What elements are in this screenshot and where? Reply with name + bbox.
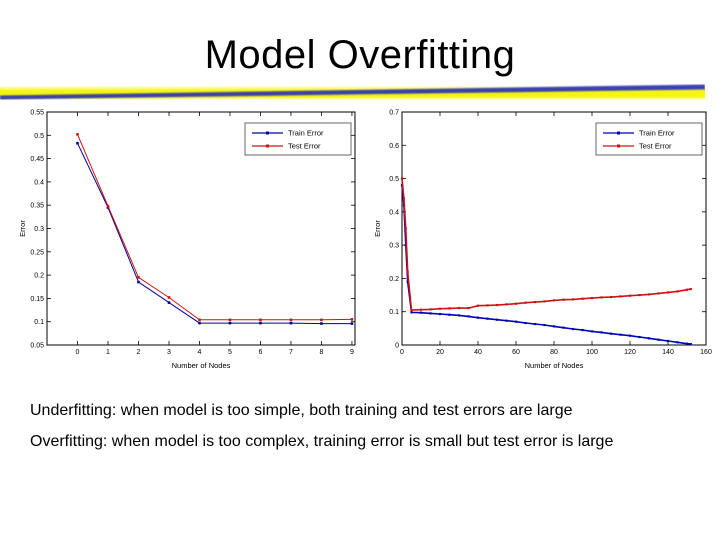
svg-text:0.05: 0.05 bbox=[30, 343, 44, 350]
svg-text:0.5: 0.5 bbox=[34, 133, 44, 140]
svg-text:60: 60 bbox=[512, 349, 520, 356]
svg-text:3: 3 bbox=[167, 349, 171, 356]
chart-underfitting-region: 0 1 2 3 4 5 6 7 8 9 0.05 0.1 0.15 0.2 0.25 0.3 0.35 0.4 0.… bbox=[17, 103, 364, 380]
svg-text:0.1: 0.1 bbox=[34, 319, 44, 326]
svg-text:Test Error: Test Error bbox=[288, 142, 321, 151]
svg-text:5: 5 bbox=[228, 349, 232, 356]
svg-text:Number of Nodes: Number of Nodes bbox=[172, 361, 231, 370]
svg-text:0.45: 0.45 bbox=[30, 156, 44, 163]
svg-text:0.2: 0.2 bbox=[34, 273, 44, 280]
svg-text:0.3: 0.3 bbox=[34, 226, 44, 233]
svg-text:Train Error: Train Error bbox=[639, 129, 675, 138]
svg-text:Number of Nodes: Number of Nodes bbox=[525, 361, 584, 370]
svg-text:0: 0 bbox=[395, 343, 399, 350]
svg-text:0: 0 bbox=[76, 349, 80, 356]
svg-text:6: 6 bbox=[259, 349, 263, 356]
svg-text:80: 80 bbox=[550, 349, 558, 356]
gradient-divider-bar bbox=[0, 84, 705, 100]
svg-text:100: 100 bbox=[586, 349, 598, 356]
svg-text:0.1: 0.1 bbox=[389, 309, 399, 316]
svg-text:0.15: 0.15 bbox=[30, 296, 44, 303]
svg-text:0.5: 0.5 bbox=[389, 176, 399, 183]
underfitting-definition-text: Underfitting: when model is too simple, … bbox=[30, 402, 573, 419]
chart-overfitting-region: 0 20 40 60 80 100 120 140 160 0 0.1 0.2 0.3 0.4 0.5 0.6… bbox=[372, 103, 719, 380]
svg-text:0.6: 0.6 bbox=[389, 143, 399, 150]
svg-text:7: 7 bbox=[289, 349, 293, 356]
svg-text:0: 0 bbox=[400, 349, 404, 356]
svg-text:Test Error: Test Error bbox=[639, 142, 672, 151]
svg-text:40: 40 bbox=[474, 349, 482, 356]
svg-text:0.25: 0.25 bbox=[30, 249, 44, 256]
page-title: Model Overfitting bbox=[204, 33, 516, 77]
overfitting-definition-text: Overfitting: when model is too complex, … bbox=[30, 433, 614, 450]
svg-text:120: 120 bbox=[624, 349, 636, 356]
svg-text:4: 4 bbox=[198, 349, 202, 356]
svg-text:0.3: 0.3 bbox=[389, 243, 399, 250]
svg-text:0.2: 0.2 bbox=[389, 276, 399, 283]
svg-text:Error: Error bbox=[18, 220, 27, 237]
svg-text:Train Error: Train Error bbox=[288, 129, 324, 138]
svg-text:20: 20 bbox=[436, 349, 444, 356]
svg-text:0.55: 0.55 bbox=[30, 110, 44, 117]
svg-text:0.4: 0.4 bbox=[389, 209, 399, 216]
train-test-error-chart-many-nodes: 0 20 40 60 80 100 120 140 160 0 0.1 0.2 0.3 0.4 0.5 0.6… bbox=[373, 110, 712, 371]
train-test-error-chart-few-nodes: 0 1 2 3 4 5 6 7 8 9 0.05 0.1 0.15 0.2 0.25 0.3 0.35 0.4 0.… bbox=[18, 110, 356, 370]
svg-text:0.7: 0.7 bbox=[389, 110, 399, 117]
svg-text:2: 2 bbox=[137, 349, 141, 356]
svg-text:1: 1 bbox=[106, 349, 110, 356]
svg-text:8: 8 bbox=[320, 349, 324, 356]
svg-text:9: 9 bbox=[350, 349, 354, 356]
svg-text:0.4: 0.4 bbox=[34, 179, 44, 186]
svg-text:160: 160 bbox=[700, 349, 712, 356]
divider-blue-streak bbox=[0, 84, 705, 100]
svg-text:140: 140 bbox=[662, 349, 674, 356]
svg-text:0.35: 0.35 bbox=[30, 203, 44, 210]
svg-text:Error: Error bbox=[373, 220, 382, 237]
